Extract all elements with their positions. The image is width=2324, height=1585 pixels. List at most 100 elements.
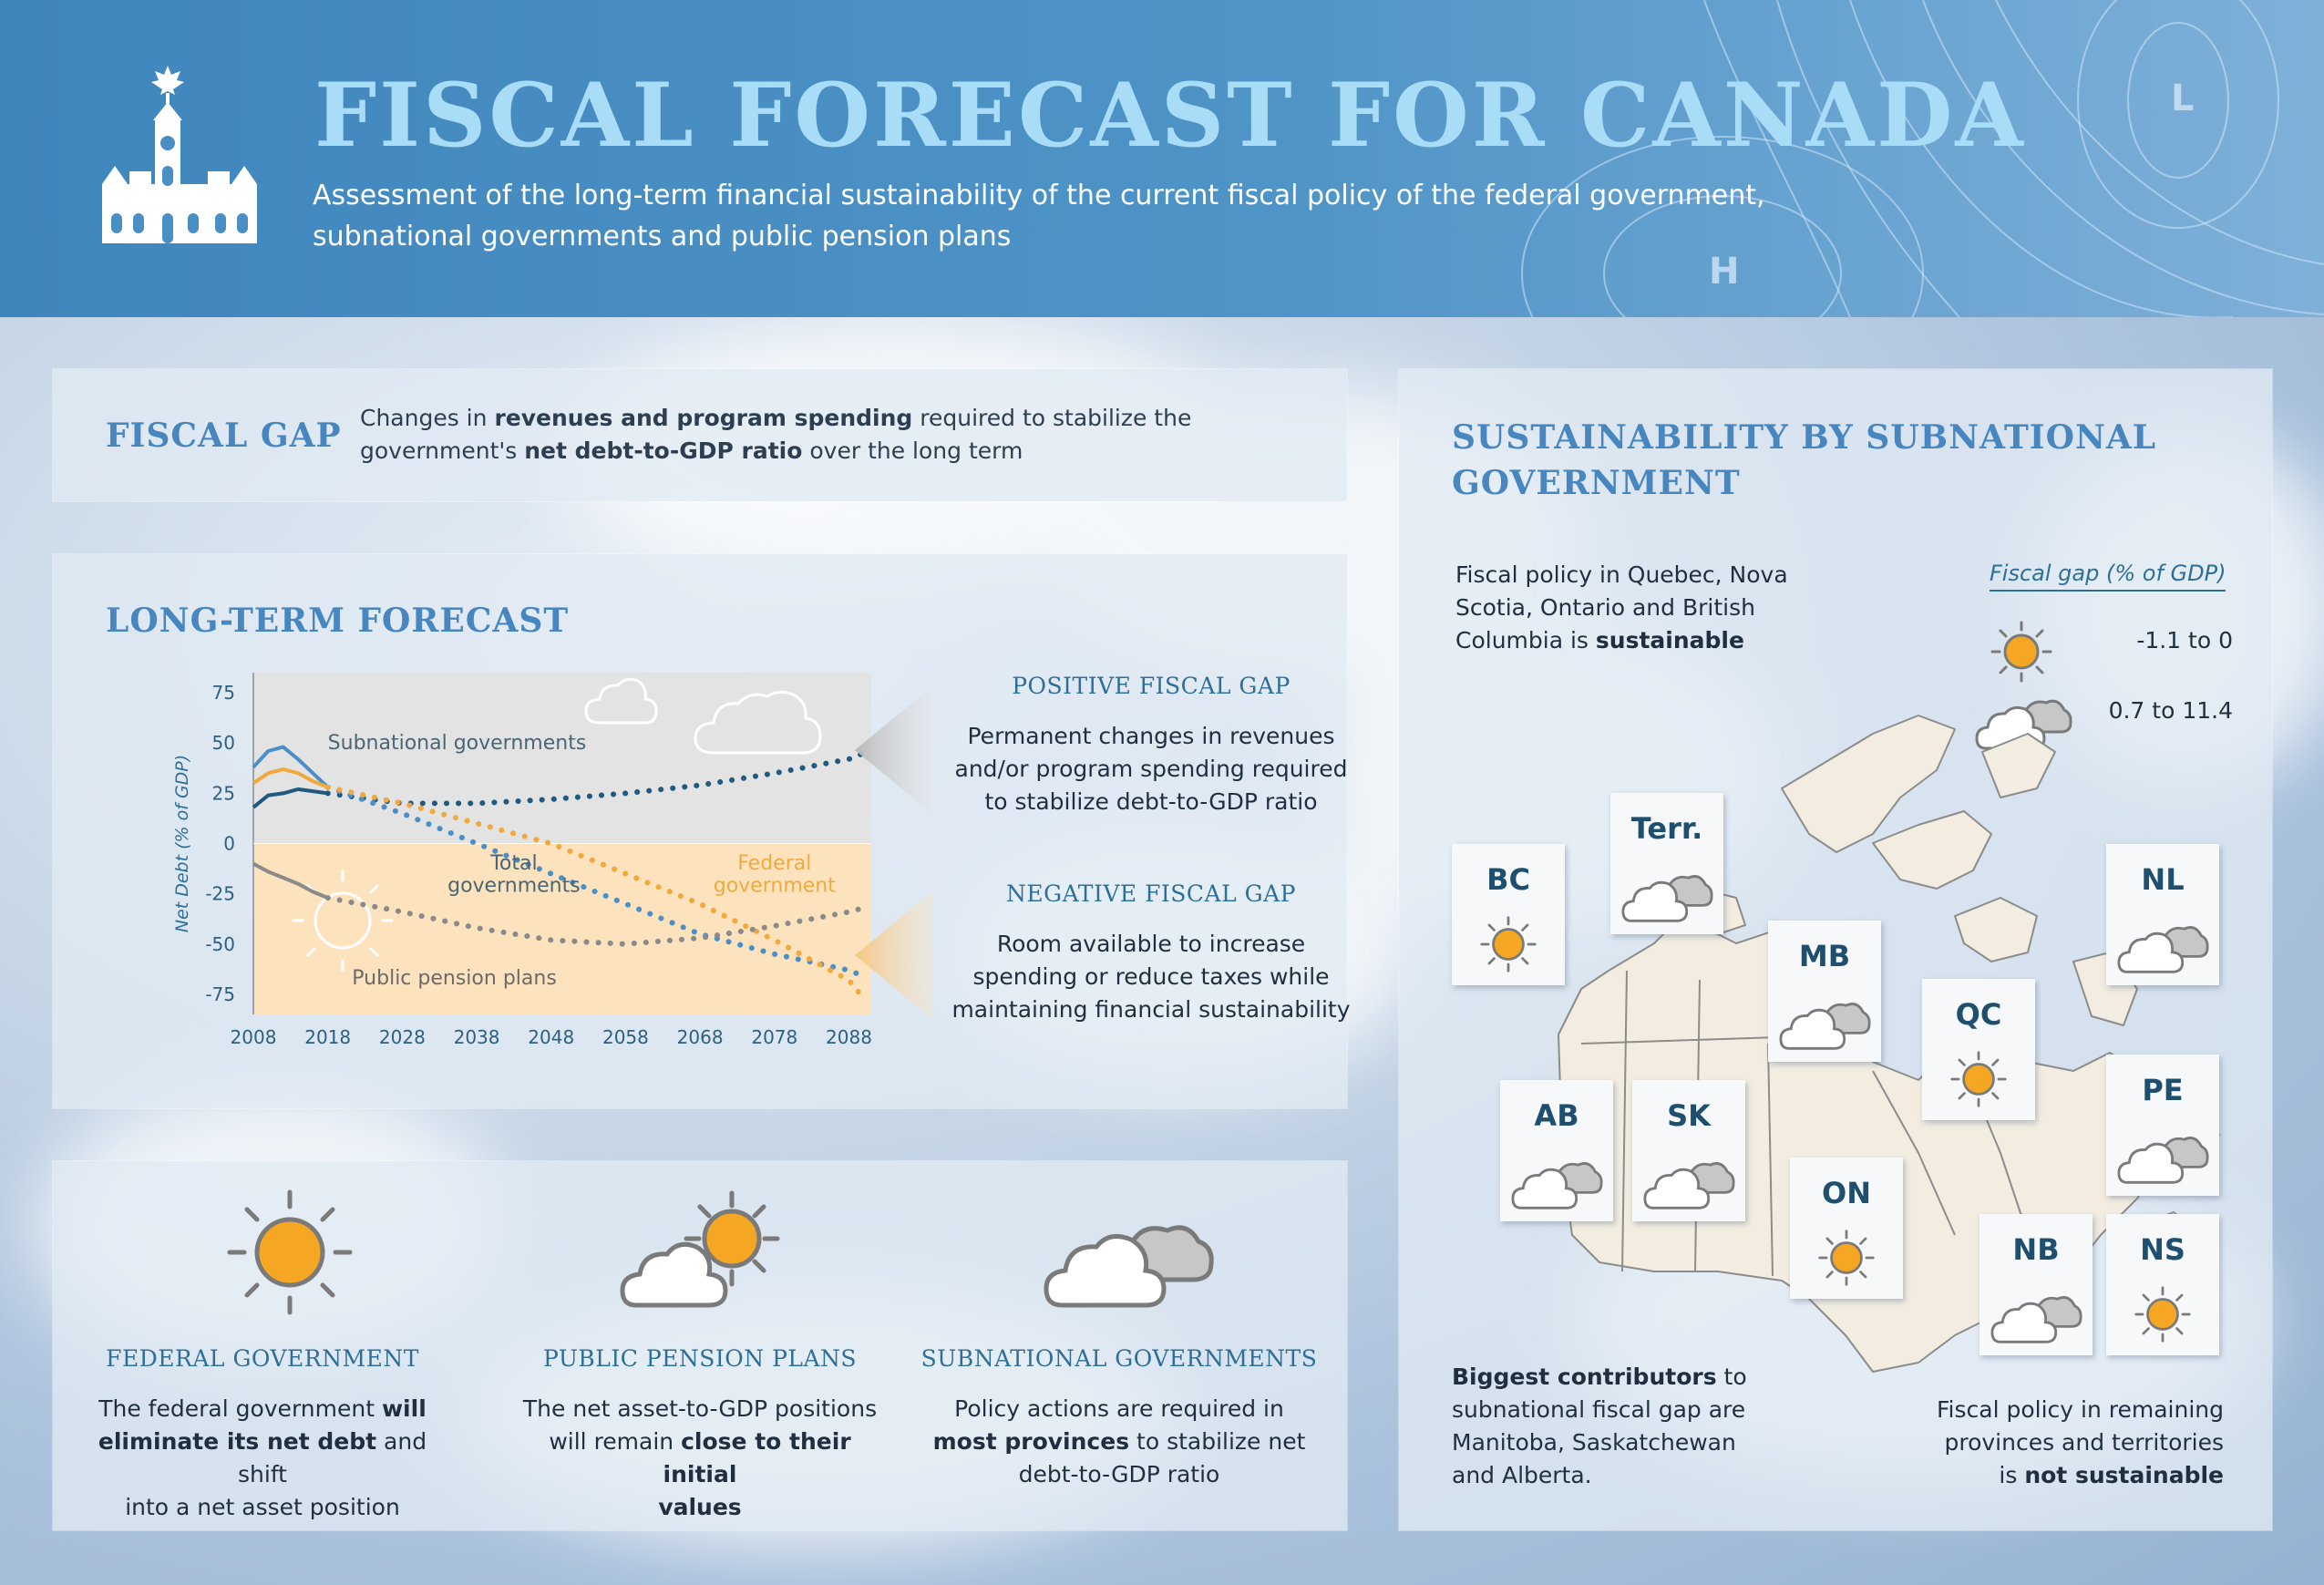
y-tick-label: 25: [212, 782, 235, 804]
x-tick-label: 2008: [231, 1026, 277, 1048]
region-card-sk: SK: [1632, 1080, 1745, 1221]
desc-bold: revenues and program spending: [494, 405, 913, 431]
text-line: Permanent changes in revenues: [967, 723, 1335, 749]
text-line: Fiscal policy in remaining: [1936, 1396, 2224, 1423]
text-bold: close to their initial: [663, 1428, 851, 1487]
x-tick-label: 2078: [751, 1026, 797, 1048]
summary-panel: FEDERAL GOVERNMENT The federal governmen…: [53, 1161, 1347, 1530]
text-line: to: [1716, 1364, 1747, 1390]
series-label: Public pension plans: [352, 967, 556, 990]
y-tick-label: 0: [223, 833, 235, 855]
subnational-governments-historical-line: [252, 787, 328, 809]
y-tick-label: 50: [212, 732, 235, 754]
negative-gap-region: [253, 843, 871, 1014]
text-bold: will: [381, 1395, 427, 1422]
cloud-icon: [1990, 1296, 2082, 1343]
negative-gap-heading: NEGATIVE FISCAL GAP: [1005, 880, 1296, 907]
public-pension-plans-text: The net asset-to-GDP positions will rema…: [509, 1393, 891, 1524]
fiscal-gap-panel: FISCAL GAP Changes in revenues and progr…: [53, 369, 1347, 501]
text-line: into a net asset position: [125, 1494, 400, 1520]
region-card-nl: NL: [2106, 844, 2219, 985]
title-line: GOVERNMENT: [1452, 464, 1741, 502]
negative-gap-arrow: [855, 891, 932, 1019]
desc-bold: net debt-to-GDP ratio: [524, 437, 803, 464]
region-card-ab: AB: [1500, 1080, 1613, 1221]
total-governments-historical-line: [252, 745, 330, 789]
text-line: debt-to-GDP ratio: [1018, 1461, 1220, 1487]
region-card-nb: NB: [1980, 1214, 2093, 1355]
cloudy-icon: [1044, 1225, 1214, 1308]
text-line: and/or program spending required: [954, 756, 1348, 782]
y-tick-label: -25: [205, 883, 235, 905]
parliament-icon: [102, 66, 257, 243]
positive-gap-region: [253, 673, 871, 844]
region-label: SK: [1667, 1098, 1711, 1133]
cloud-icon: [2117, 1137, 2209, 1184]
text-line: Columbia is: [1455, 627, 1596, 654]
series-label: Federal: [737, 852, 811, 875]
desc-text: Changes in: [360, 405, 495, 431]
desc-text: over the long term: [802, 437, 1023, 464]
text-bold: eliminate its net debt: [98, 1428, 377, 1455]
cloud-icon: [694, 690, 822, 755]
region-card-pe: PE: [2106, 1055, 2219, 1196]
sun-icon: [1950, 1051, 2007, 1107]
low-pressure-label: L: [2171, 77, 2195, 119]
text-line: Policy actions are required in: [954, 1395, 1284, 1422]
region-card-qc: QC: [1922, 979, 2035, 1120]
y-axis-label: Net Debt (% of GDP): [172, 755, 192, 932]
text-line: Manitoba, Saskatchewan: [1452, 1429, 1736, 1456]
fiscal-gap-description: Changes in revenues and program spending…: [360, 402, 1271, 468]
cloud-icon: [1621, 875, 1713, 922]
title-line: SUSTAINABILITY BY SUBNATIONAL: [1452, 418, 2157, 457]
page-title: FISCAL FORECAST FOR CANADA: [314, 64, 2026, 167]
subnational-title: SUSTAINABILITY BY SUBNATIONAL GOVERNMENT: [1452, 415, 2156, 506]
text-bold: most provinces: [932, 1428, 1130, 1455]
region-label: AB: [1534, 1098, 1579, 1133]
x-tick-label: 2068: [677, 1026, 724, 1048]
negative-gap-text: Room available to increase spending or r…: [932, 928, 1370, 1026]
x-tick-label: 2058: [602, 1026, 649, 1048]
series-label: Subnational governments: [328, 732, 587, 755]
forecast-title: LONG-TERM FORECAST: [106, 602, 570, 640]
text-line: Scotia, Ontario and British: [1455, 594, 1755, 621]
cloud-icon: [1511, 1162, 1603, 1209]
public-pension-plans-projection-line: [324, 895, 867, 947]
text-line: subnational fiscal gap are: [1452, 1396, 1746, 1423]
text-bold: values: [658, 1494, 742, 1520]
page-subtitle: Assessment of the long-term financial su…: [313, 175, 1862, 257]
region-label: BC: [1486, 862, 1530, 897]
region-card-on: ON: [1790, 1158, 1903, 1299]
high-pressure-label: H: [1709, 251, 1740, 293]
legend-sun-label: -1.1 to 0: [2136, 627, 2233, 654]
federal-government-projection-line: [324, 784, 867, 1002]
region-label: PE: [2142, 1073, 2184, 1107]
desc-text: government's: [360, 437, 525, 464]
positive-gap-heading: POSITIVE FISCAL GAP: [1012, 673, 1291, 699]
not-sustainable-text: Fiscal policy in remaining provinces and…: [1896, 1394, 2224, 1492]
text-line: maintaining financial sustainability: [951, 996, 1351, 1023]
text-line: Fiscal policy in Quebec, Nova: [1455, 561, 1788, 588]
y-tick-label: -50: [205, 933, 235, 955]
text-line: spending or reduce taxes while: [972, 963, 1330, 990]
x-tick-label: 2088: [826, 1026, 872, 1048]
x-tick-label: 2018: [304, 1026, 351, 1048]
weather-isobars: [1521, 0, 2324, 317]
cloud-icon: [2117, 926, 2209, 973]
region-label: NB: [2012, 1232, 2060, 1267]
federal-government-historical-line: [252, 767, 329, 789]
text-line: is: [1999, 1462, 2025, 1488]
public-pension-plans-historical-line: [252, 861, 329, 900]
sun-icon: [1818, 1230, 1875, 1286]
region-label: Terr.: [1630, 811, 1703, 846]
positive-gap-arrow: [855, 686, 932, 814]
text-bold: sustainable: [1595, 627, 1744, 654]
cloud-icon: [1643, 1162, 1735, 1209]
header-banner: L H FISCAL FORECAST FOR CANADA Assessmen…: [0, 0, 2324, 317]
subtitle-line-2: subnational governments and public pensi…: [313, 221, 1012, 252]
federal-government-text: The federal government will eliminate it…: [80, 1393, 445, 1524]
text-line: to stabilize net: [1129, 1428, 1306, 1455]
region-label: NS: [2140, 1232, 2185, 1267]
subnational-panel: SUSTAINABILITY BY SUBNATIONAL GOVERNMENT…: [1399, 369, 2272, 1530]
subnational-governments-projection-line: [324, 750, 867, 807]
